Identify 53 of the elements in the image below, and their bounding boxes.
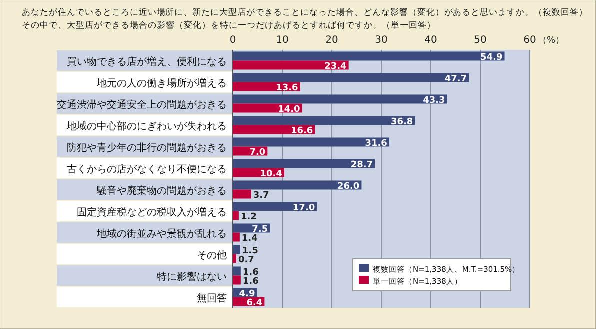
y-tick-label: 騒音や廃棄物の問題がおきる [96, 184, 227, 197]
data-label: 3.7 [253, 190, 270, 201]
data-label: 10.4 [260, 169, 282, 180]
y-tick-label: 防犯や青少年の非行の問題がおきる [67, 142, 227, 154]
data-label: 26.0 [337, 182, 360, 192]
y-tick-label: 交通渋滞や交通安全上の問題がおきる [57, 98, 227, 111]
data-label: 16.6 [290, 126, 314, 136]
x-tick-label: 20 [326, 35, 338, 46]
x-axis-title: （%） [538, 36, 565, 46]
chart-subtitle: その中で、大型店ができる場合の影響（変化）を特に一つだけあげるとすれば何ですか。（単一回答） [22, 20, 436, 31]
x-tick-label: 30 [375, 35, 388, 46]
data-label: 6.4 [246, 298, 263, 308]
y-tick-label: 特に影響はない [157, 270, 227, 283]
chart-title: あなたが住んでいるところに近い場所に、新たに大型店ができることになった場合、どんな影響（変化）があると思いますか。（複数回答） [22, 7, 589, 18]
data-label: 23.4 [324, 62, 347, 72]
data-label: 47.7 [444, 74, 468, 84]
data-label: 1.2 [240, 212, 257, 222]
bar [233, 254, 236, 264]
y-tick-label: その他 [197, 249, 227, 262]
data-label: 36.8 [390, 117, 414, 128]
data-label: 13.6 [276, 83, 298, 94]
bar [233, 190, 252, 199]
y-tick-label: 無回答 [197, 292, 227, 304]
y-tick-label: 買い物できる店が増え、便利になる [67, 56, 227, 68]
y-tick-label: 地域の中心部のにぎわいが失われる [66, 120, 227, 132]
data-label: 7.5 [252, 224, 268, 235]
data-label: 14.0 [278, 104, 300, 115]
data-label: 1.6 [242, 276, 259, 287]
data-label: 31.6 [365, 138, 388, 149]
bar [233, 232, 240, 242]
data-label: 1.5 [242, 246, 258, 256]
bar [233, 211, 239, 220]
data-label: 17.0 [292, 203, 316, 214]
y-tick-label: 古くからの店がなくなり不便になる [67, 163, 227, 176]
x-tick-label: 50 [474, 35, 487, 46]
x-tick-label: 10 [276, 35, 289, 46]
data-label: 43.3 [423, 96, 446, 106]
x-tick-label: 60 [524, 35, 536, 46]
x-tick-label: 40 [424, 35, 438, 46]
bar [233, 266, 241, 276]
bar [233, 245, 240, 254]
data-label: 54.9 [480, 52, 503, 63]
data-label: 0.7 [238, 255, 254, 266]
data-label: 28.7 [350, 160, 374, 170]
y-tick-label: 固定資産税などの税収入が増える [77, 206, 227, 218]
data-label: 7.0 [250, 148, 266, 158]
data-label: 1.6 [242, 268, 259, 278]
x-tick-label: 0 [230, 35, 236, 46]
data-label: 1.4 [242, 234, 258, 244]
bar [233, 276, 241, 285]
data-label: 4.9 [239, 289, 256, 300]
y-tick-label: 地域の街並みや景観が乱れる [96, 228, 227, 240]
y-tick-label: 地元の人の働き場所が増える [96, 77, 227, 90]
